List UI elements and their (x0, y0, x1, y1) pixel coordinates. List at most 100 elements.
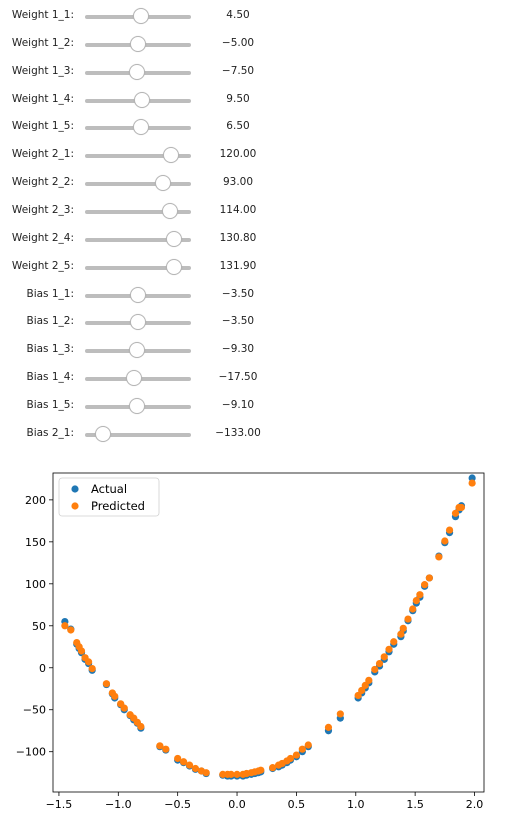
y-tick-label: 50 (32, 620, 46, 633)
series-actual (61, 474, 476, 780)
slider-track[interactable] (85, 237, 191, 242)
slider-label: Bias 2_1: (26, 426, 74, 439)
slider-row: Bias 2_1: −133.00 (0, 424, 300, 444)
slider-handle[interactable] (129, 314, 146, 331)
slider-track[interactable] (85, 182, 191, 187)
x-tick-label: 1.5 (406, 798, 424, 811)
slider-label: Weight 1_5: (11, 120, 74, 133)
data-point (412, 597, 420, 605)
series-predicted (61, 479, 476, 778)
slider-handle[interactable] (129, 35, 146, 52)
slider-handle[interactable] (165, 258, 182, 275)
data-point (441, 537, 449, 545)
data-point (111, 692, 119, 700)
slider-row: Bias 1_5: −9.10 (0, 396, 300, 416)
slider-row: Bias 1_1: −3.50 (0, 285, 300, 305)
data-point (233, 770, 241, 778)
slider-value: −7.50 (221, 64, 255, 77)
slider-value: 4.50 (226, 9, 250, 21)
slider-row: Bias 1_2: −3.50 (0, 312, 300, 332)
data-point (61, 622, 69, 630)
slider-handle[interactable] (134, 91, 151, 108)
legend-marker (71, 485, 79, 493)
data-point (390, 638, 398, 646)
slider-label: Weight 1_3: (11, 64, 74, 77)
data-point (385, 645, 393, 653)
y-tick-label: −100 (16, 746, 46, 759)
x-tick-label: 0.5 (288, 798, 306, 811)
slider-label: Bias 1_2: (26, 315, 74, 328)
slider-row: Weight 1_4: 9.50 (0, 90, 300, 110)
x-tick-label: −1.5 (46, 798, 73, 811)
slider-handle[interactable] (155, 175, 172, 192)
data-point (202, 769, 210, 777)
data-point (120, 704, 128, 712)
data-point (445, 526, 454, 534)
data-point (380, 653, 388, 661)
legend-label: Actual (91, 482, 127, 496)
slider-track[interactable] (85, 209, 191, 214)
slider-row: Bias 1_4: −17.50 (0, 368, 300, 388)
slider-handle[interactable] (133, 8, 150, 24)
slider-handle[interactable] (128, 397, 145, 414)
legend-label: Predicted (91, 499, 145, 513)
slider-row: Weight 2_3: 114.00 (0, 201, 300, 221)
y-tick-label: 150 (25, 536, 46, 549)
data-point (102, 680, 111, 688)
slider-label: Weight 1_4: (11, 92, 74, 105)
data-point (257, 766, 265, 774)
slider-label: Bias 1_4: (26, 371, 74, 384)
slider-value: 130.80 (219, 231, 257, 244)
slider-value: −9.10 (221, 398, 255, 411)
data-point (457, 503, 466, 512)
data-point (304, 741, 312, 749)
slider-value: 6.50 (226, 120, 250, 133)
data-point (404, 615, 412, 623)
slider-handle[interactable] (165, 230, 182, 247)
scatter-chart: −1.5 −1.0 −0.5 0.0 0.5 1.0 1.5 2.0 200 150 100 50 0 −… (16, 472, 485, 811)
slider-track[interactable] (85, 154, 191, 159)
data-point (292, 751, 301, 759)
slider-track[interactable] (85, 432, 191, 437)
slider-label: Weight 1_2: (11, 36, 74, 49)
data-point (425, 574, 433, 582)
data-point (358, 686, 366, 695)
slider-label: Weight 1_1: (11, 9, 74, 21)
slider-handle[interactable] (162, 147, 179, 164)
slider-track[interactable] (85, 265, 191, 270)
y-tick-label: 100 (25, 578, 46, 591)
slider-handle[interactable] (133, 119, 150, 136)
data-point (336, 710, 344, 718)
slider-handle[interactable] (125, 370, 142, 387)
plot-frame (52, 472, 485, 793)
data-point (185, 761, 194, 769)
slider-row: Weight 1_5: 6.50 (0, 117, 300, 137)
slider-value: −133.00 (215, 426, 261, 439)
data-point (435, 553, 443, 561)
y-tick-label: 200 (25, 494, 46, 507)
slider-row: Weight 2_4: 130.80 (0, 229, 300, 249)
slider-value: 131.90 (219, 259, 257, 272)
slider-handle[interactable] (128, 63, 145, 80)
data-point (156, 742, 164, 750)
x-tick-label: −0.5 (164, 798, 191, 811)
data-point (162, 745, 170, 753)
slider-row: Weight 2_2: 93.00 (0, 173, 300, 193)
data-point (286, 754, 295, 763)
slider-value: 120.00 (219, 148, 257, 161)
data-point (361, 681, 369, 689)
x-tick-label: 2.0 (466, 798, 484, 811)
data-point (174, 754, 182, 763)
data-point (371, 665, 379, 674)
data-point (77, 647, 86, 655)
slider-row: Weight 1_3: −7.50 (0, 62, 300, 82)
data-point (298, 745, 306, 753)
slider-handle[interactable] (129, 286, 146, 303)
slider-label: Bias 1_1: (26, 287, 74, 300)
slider-label: Weight 2_4: (11, 231, 74, 244)
slider-label: Weight 2_2: (11, 176, 74, 189)
slider-handle[interactable] (128, 342, 145, 359)
slider-handle[interactable] (161, 202, 178, 219)
legend: Actual Predicted (58, 477, 160, 517)
slider-handle[interactable] (94, 425, 111, 442)
